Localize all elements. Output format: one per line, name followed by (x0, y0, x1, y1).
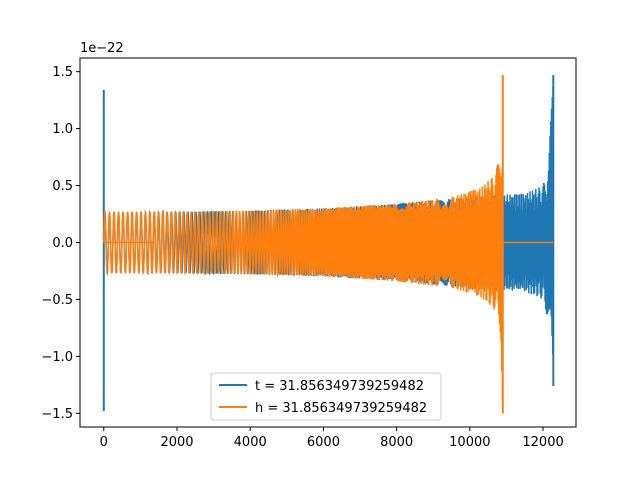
y-tick-label: −1.0 (41, 350, 73, 365)
x-tick-label: 4000 (234, 435, 267, 450)
y-tick-label: −1.5 (41, 407, 73, 422)
y-tick-label: 0.0 (52, 236, 73, 251)
y-axis: −1.5 −1.0 −0.5 0.0 0.5 1.0 1.5 (41, 65, 80, 422)
y-tick-label: 1.0 (52, 122, 73, 137)
x-axis: 0 2000 4000 6000 8000 10000 12000 (100, 427, 564, 450)
legend-label-t: t = 31.856349739259482 (255, 379, 424, 394)
legend: t = 31.856349739259482 h = 31.8563497392… (210, 372, 442, 421)
legend-label-h: h = 31.856349739259482 (255, 401, 427, 416)
y-offset-label: 1e−22 (80, 41, 124, 56)
y-tick-label: 0.5 (52, 179, 73, 194)
x-tick-label: 2000 (160, 435, 193, 450)
series-h-line (103, 164, 504, 401)
x-tick-label: 12000 (522, 435, 563, 450)
x-tick-label: 0 (100, 435, 108, 450)
x-tick-label: 10000 (449, 435, 490, 450)
y-tick-label: 1.5 (52, 65, 73, 80)
x-tick-label: 6000 (307, 435, 340, 450)
legend-box (210, 372, 442, 421)
series-layer (102, 75, 555, 414)
x-tick-label: 8000 (380, 435, 413, 450)
y-tick-label: −0.5 (41, 293, 73, 308)
